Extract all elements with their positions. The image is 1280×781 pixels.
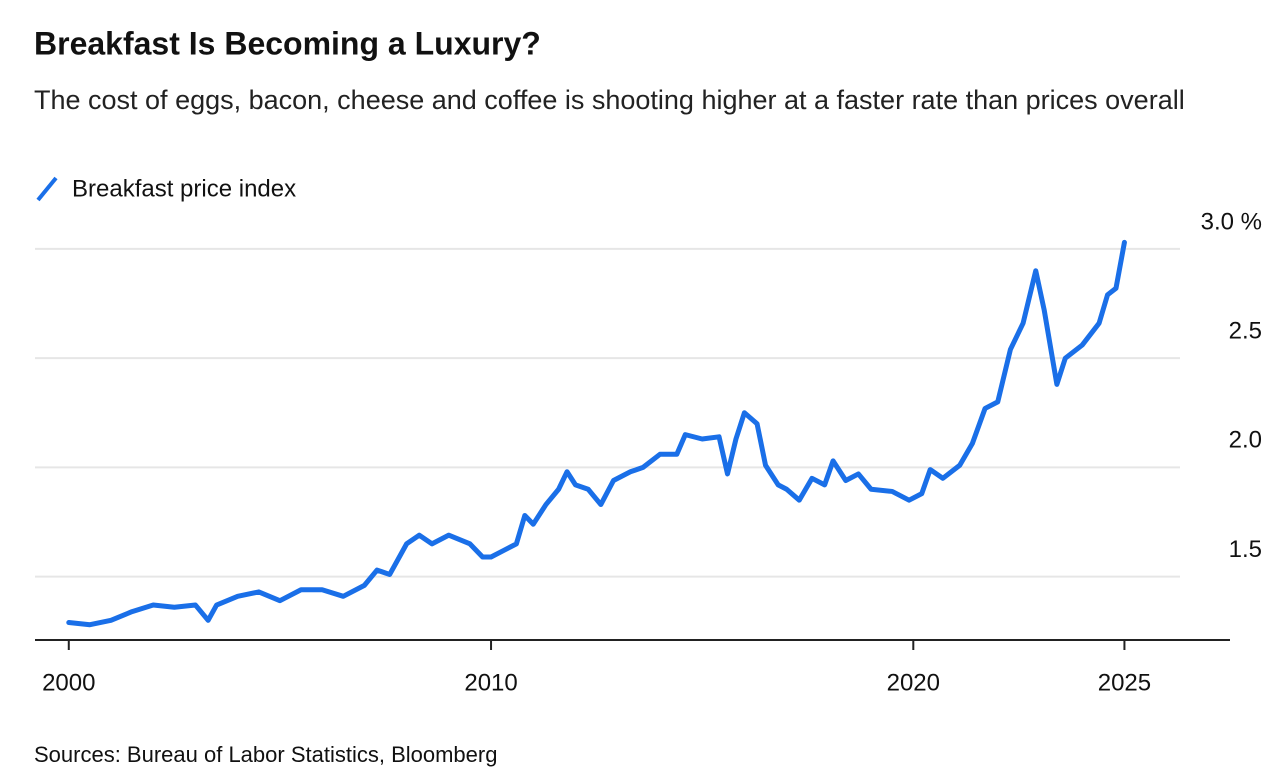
y-tick-label: 1.5	[1229, 536, 1262, 563]
legend-icon	[36, 176, 58, 202]
subtitle-box: The cost of eggs, bacon, cheese and coff…	[34, 85, 1185, 115]
x-tick-label: 2020	[887, 669, 940, 696]
y-tick-label: 2.5	[1229, 318, 1262, 345]
y-tick-label: 2.0	[1229, 427, 1262, 454]
x-tick-label: 2000	[42, 669, 95, 696]
legend-label: Breakfast price index	[72, 175, 296, 202]
x-tick-label: 2025	[1098, 669, 1151, 696]
data-line	[66, 239, 1127, 628]
y-tick-label: 3.0 %	[1201, 208, 1262, 235]
x-tick-label: 2010	[464, 669, 517, 696]
chart-title: Breakfast Is Becoming a Luxury?	[34, 25, 541, 61]
source-note: Sources: Bureau of Labor Statistics, Blo…	[34, 742, 497, 767]
chart-subtitle: The cost of eggs, bacon, cheese and coff…	[34, 85, 1185, 115]
